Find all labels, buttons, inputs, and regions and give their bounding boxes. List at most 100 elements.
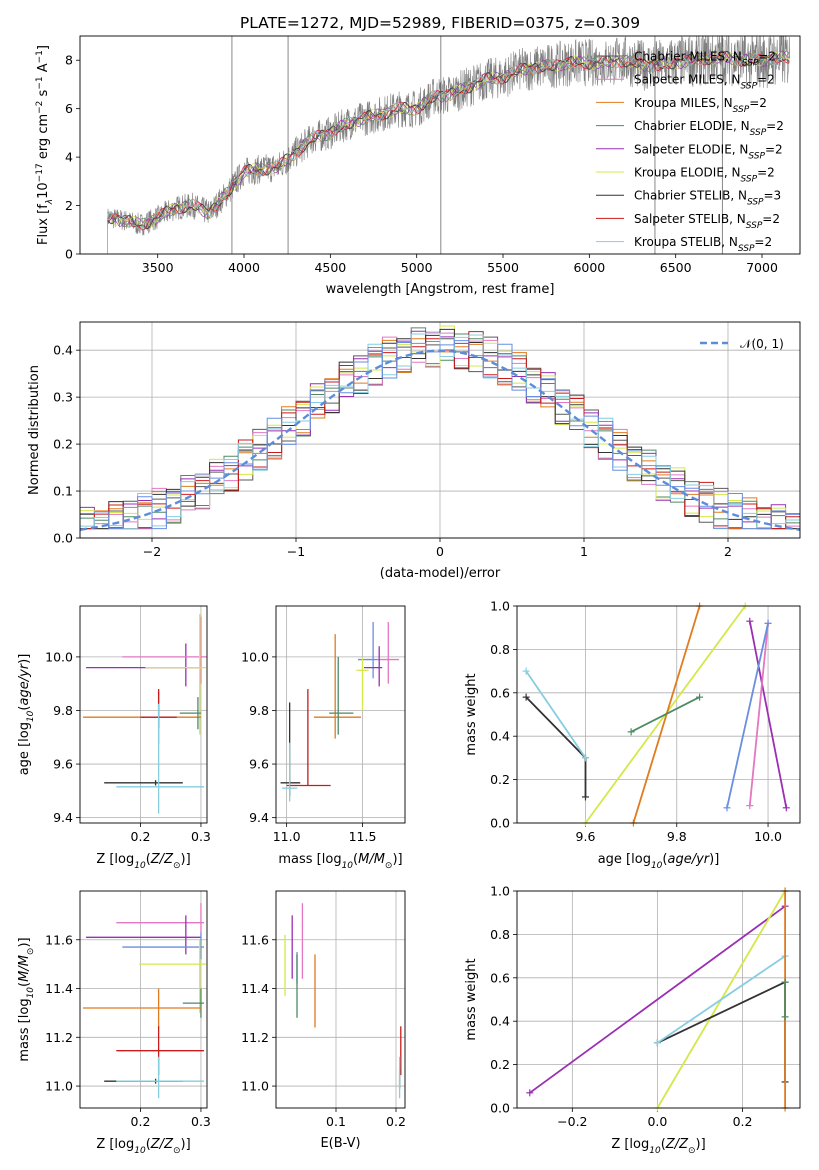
y-tick-label: 0.2 <box>53 437 73 452</box>
y-tick-label: 9.6 <box>53 757 73 772</box>
weight-line <box>748 621 788 808</box>
label-subscript: ⊙ <box>688 1146 696 1156</box>
label-part: Z/Z <box>150 852 174 867</box>
legend-label: 𝒩(0, 1) <box>740 337 784 351</box>
label-part: ( <box>662 852 667 867</box>
label-subscript: SSP <box>741 175 758 185</box>
x-tick-label: 0.1 <box>326 1114 346 1129</box>
y-tick-label: 0.6 <box>490 970 510 985</box>
mass-weight-vs-z-ylabel: mass weight <box>464 958 479 1040</box>
mass-vs-z-ylabel: mass [log10(M/M⊙)] <box>17 937 36 1061</box>
x-tick-label: 4000 <box>228 260 260 275</box>
label-part: Z [log <box>96 852 134 867</box>
x-tick-label: 5500 <box>487 260 519 275</box>
label-part: Chabrier MILES, N <box>634 50 742 64</box>
mass-vs-ebv-panel: 0.1 0.2 11.0 11.2 11.4 11.6 E(B-V) <box>241 890 406 1151</box>
label-part: =2 <box>754 235 772 249</box>
label-part: s <box>36 89 51 100</box>
y-tick-label: 10.0 <box>241 649 269 664</box>
y-tick-label: 9.6 <box>249 757 269 772</box>
legend-label: Kroupa MILES, NSSP=2 <box>634 96 767 115</box>
label-part: M/M <box>358 852 385 867</box>
legend-label: Salpeter ELODIE, NSSP=2 <box>634 142 783 161</box>
label-part: )] <box>696 1137 706 1152</box>
y-tick-label: 2 <box>65 198 73 213</box>
label-part: Chabrier ELODIE, N <box>634 119 750 133</box>
residuals-panel: −2 −1 0 1 2 0.0 0.1 0.2 0.3 0.4 (data-model)/error… <box>27 321 801 581</box>
label-part: ( <box>17 982 32 987</box>
y-tick-label: 0.4 <box>490 1014 510 1029</box>
axes-frame <box>79 35 801 255</box>
label-part: age/yr <box>667 852 710 867</box>
label-part: Z [log <box>611 1137 649 1152</box>
weight-line <box>748 623 769 806</box>
y-tick-label: 9.4 <box>249 810 269 825</box>
y-tick-label: 6 <box>65 101 73 116</box>
x-tick-label: 0 <box>436 544 444 559</box>
label-subscript: ⊙ <box>173 1146 181 1156</box>
label-part: Kroupa MILES, N <box>634 96 733 110</box>
x-tick-label: 5000 <box>401 260 433 275</box>
label-part: Z/Z <box>665 1137 689 1152</box>
label-part: )] <box>392 852 402 867</box>
label-part: 10 <box>36 182 51 199</box>
y-tick-label: 4 <box>65 150 73 165</box>
x-tick-label: −1 <box>287 544 305 559</box>
y-tick-label: 0.1 <box>53 484 73 499</box>
mass-weight-vs-z-panel: −0.2 0.0 0.2 0.0 0.2 0.4 0.6 0.8 1.0 Z [log10(Z/Z… <box>464 884 801 1156</box>
mass-weight-vs-age-panel: 9.6 9.8 10.0 0.0 0.2 0.4 0.6 0.8 1.0 age [log10(a… <box>464 599 801 871</box>
model-spectrum-line <box>107 50 790 229</box>
histogram-step <box>80 332 800 538</box>
legend-label: Chabrier STELIB, NSSP=3 <box>634 189 781 208</box>
figure-title: PLATE=1272, MJD=52989, FIBERID=0375, z=0… <box>240 14 640 32</box>
y-tick-label: 11.0 <box>45 1079 73 1094</box>
y-tick-label: 1.0 <box>490 599 510 614</box>
model-spectrum-line <box>107 51 790 231</box>
label-part: Salpeter MILES, N <box>634 73 741 87</box>
mass-vs-z-xlabel: Z [log10(Z/Z⊙)] <box>96 1137 190 1156</box>
label-subscript: SSP <box>748 151 765 161</box>
label-part: =2 <box>766 119 784 133</box>
label-subscript: SSP <box>733 105 750 115</box>
x-tick-label: 0.2 <box>733 1114 753 1129</box>
mass-weight-vs-age-ylabel: mass weight <box>464 673 479 755</box>
label-part: Z [log <box>96 1137 134 1152</box>
axes-frame <box>516 605 801 824</box>
age-vs-z-panel: 0.2 0.39.49.69.810.0Z [log10(Z/Z⊙)]age [l… <box>17 605 211 871</box>
x-tick-label: 4500 <box>314 260 346 275</box>
axes-frame <box>275 890 406 1109</box>
y-tick-label: 8 <box>65 53 73 68</box>
label-part: ( <box>146 1137 151 1152</box>
label-part: Kroupa STELIB, N <box>634 235 738 249</box>
label-part: =2 <box>762 212 780 226</box>
label-part: ( <box>353 852 358 867</box>
y-tick-label: 0.0 <box>490 816 510 831</box>
label-subscript: 10 <box>134 861 146 871</box>
y-tick-label: 0.8 <box>490 642 510 657</box>
axes-frame <box>79 605 208 824</box>
x-tick-label: 9.6 <box>576 829 596 844</box>
x-tick-label: 0.0 <box>647 1114 667 1129</box>
x-tick-label: 0.3 <box>191 1114 211 1129</box>
label-subscript: 10 <box>26 710 36 722</box>
label-part: ( <box>17 706 32 711</box>
y-tick-label: 0.3 <box>53 390 73 405</box>
label-part: ] <box>36 45 51 50</box>
label-part: ( <box>661 1137 666 1152</box>
spectrum-xlabel: wavelength [Angstrom, rest frame] <box>326 282 555 297</box>
label-part: Kroupa ELODIE, N <box>634 166 741 180</box>
weight-line <box>630 696 701 733</box>
label-part: Flux [f <box>36 204 51 245</box>
age-vs-mass-xlabel: mass [log10(M/M⊙)] <box>278 852 402 871</box>
axes-frame <box>79 890 208 1109</box>
y-tick-label: 0.8 <box>490 927 510 942</box>
label-part: age [log <box>598 852 651 867</box>
label-subscript: SSP <box>746 221 763 231</box>
x-tick-label: 1 <box>580 544 588 559</box>
y-tick-label: 0.2 <box>490 1057 510 1072</box>
y-tick-label: 10.0 <box>45 649 73 664</box>
legend-label: Salpeter STELIB, NSSP=2 <box>634 212 780 231</box>
label-part: =2 <box>758 50 776 64</box>
model-spectrum-line <box>107 50 790 227</box>
